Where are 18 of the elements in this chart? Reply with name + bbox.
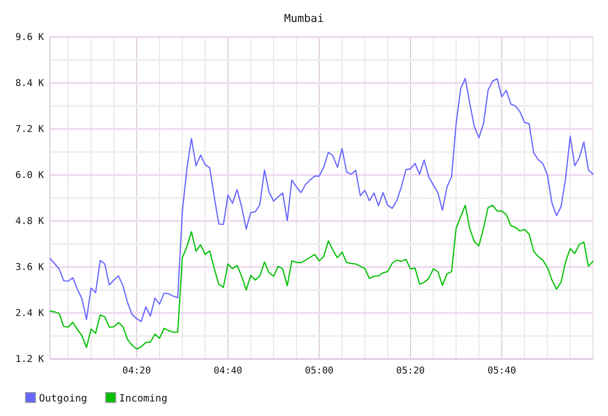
y-tick-label: 4.8 K (15, 216, 44, 228)
y-tick-label: 3.6 K (15, 262, 44, 274)
y-tick-label: 7.2 K (15, 124, 44, 136)
line-series (49, 204, 594, 350)
legend-label: Incoming (119, 394, 168, 404)
x-tick-label: 05:40 (487, 366, 516, 377)
legend-label: Outgoing (39, 394, 88, 404)
x-tick-label: 04:40 (214, 366, 243, 377)
x-tick-label: 04:20 (122, 366, 152, 377)
y-tick-label: 6.0 K (15, 170, 44, 182)
y-tick-label: 9.6 K (15, 32, 44, 44)
x-tick-label: 05:00 (304, 366, 334, 377)
x-tick-label: 05:20 (396, 366, 426, 377)
line-series (49, 78, 594, 322)
y-tick-label: 2.4 K (15, 308, 44, 320)
y-tick-label: 1.2 K (15, 354, 44, 366)
y-tick-label: 8.4 K (15, 78, 44, 90)
chart-title: Mumbai (284, 12, 324, 25)
